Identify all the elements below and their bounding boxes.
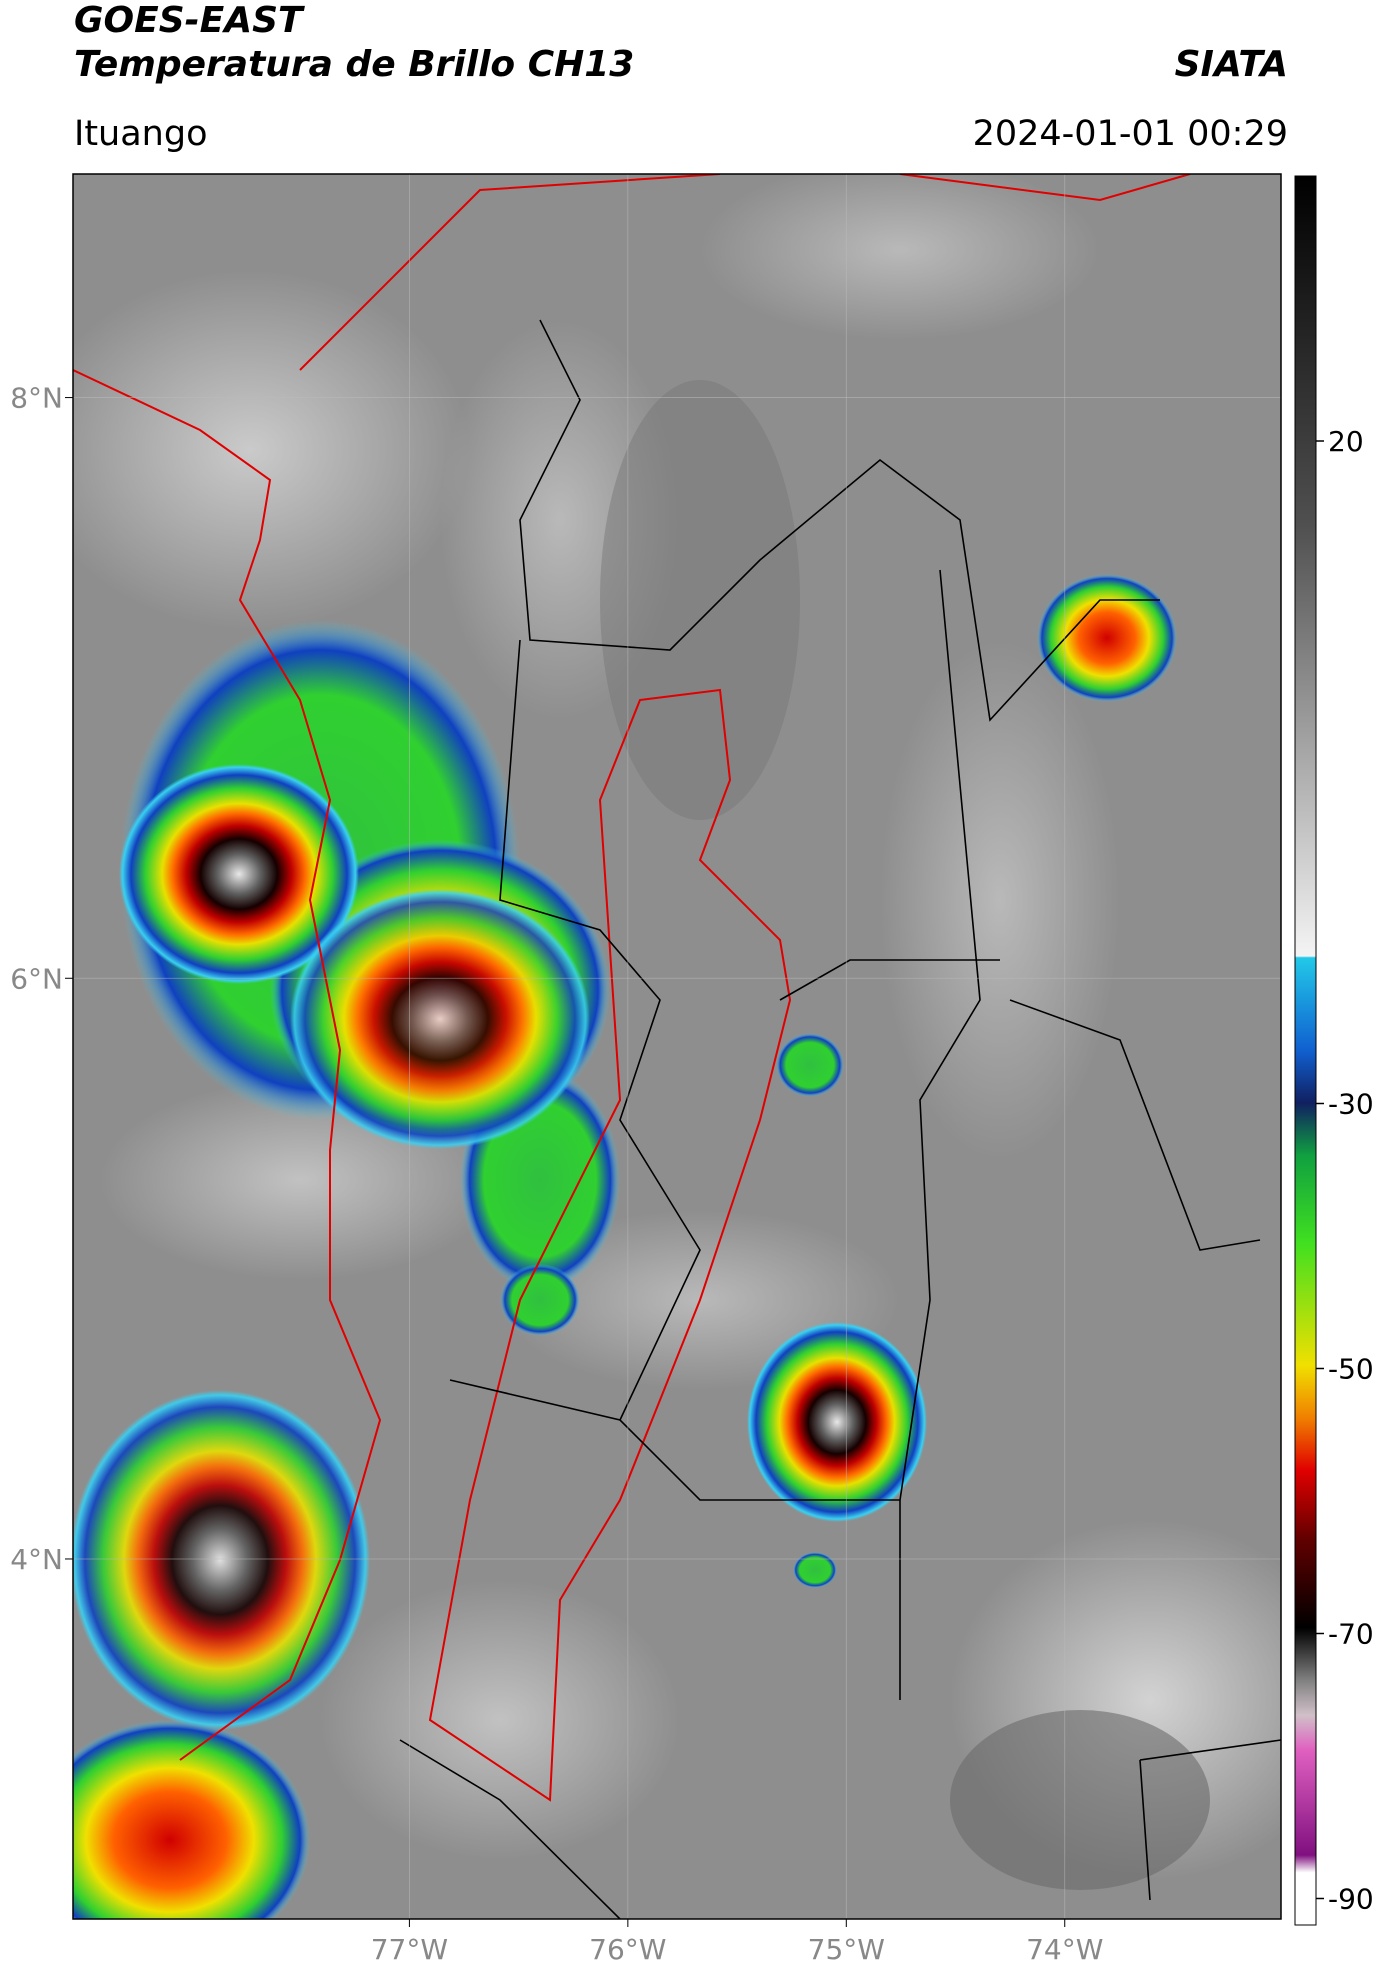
- datetime: 2024-01-01 00:29: [972, 114, 1288, 154]
- agency: SIATA: [1174, 44, 1288, 85]
- satellite-image: [73, 174, 1281, 1919]
- subtitle: Temperatura de Brillo CH13: [74, 44, 635, 85]
- colorbar-tick-label: 20: [1328, 425, 1364, 458]
- lat-tick-label: 8°N: [10, 382, 63, 415]
- location: Ituango: [74, 114, 208, 154]
- map-frame: [72, 173, 1282, 1920]
- colorbar-tick-label: -50: [1328, 1353, 1374, 1386]
- lon-tick-label: 77°W: [371, 1933, 448, 1966]
- lon-tick-label: 74°W: [1026, 1933, 1103, 1966]
- title: GOES-EAST: [74, 0, 303, 41]
- lon-tick-label: 76°W: [589, 1933, 666, 1966]
- colorbar-tick-label: -90: [1328, 1883, 1374, 1916]
- lat-tick-label: 4°N: [10, 1543, 63, 1576]
- lon-tick-label: 75°W: [808, 1933, 885, 1966]
- colorbar: [1294, 175, 1317, 1926]
- colorbar-tick-label: -30: [1328, 1088, 1374, 1121]
- colorbar-tick-label: -70: [1328, 1618, 1374, 1651]
- lat-tick-label: 6°N: [10, 962, 63, 995]
